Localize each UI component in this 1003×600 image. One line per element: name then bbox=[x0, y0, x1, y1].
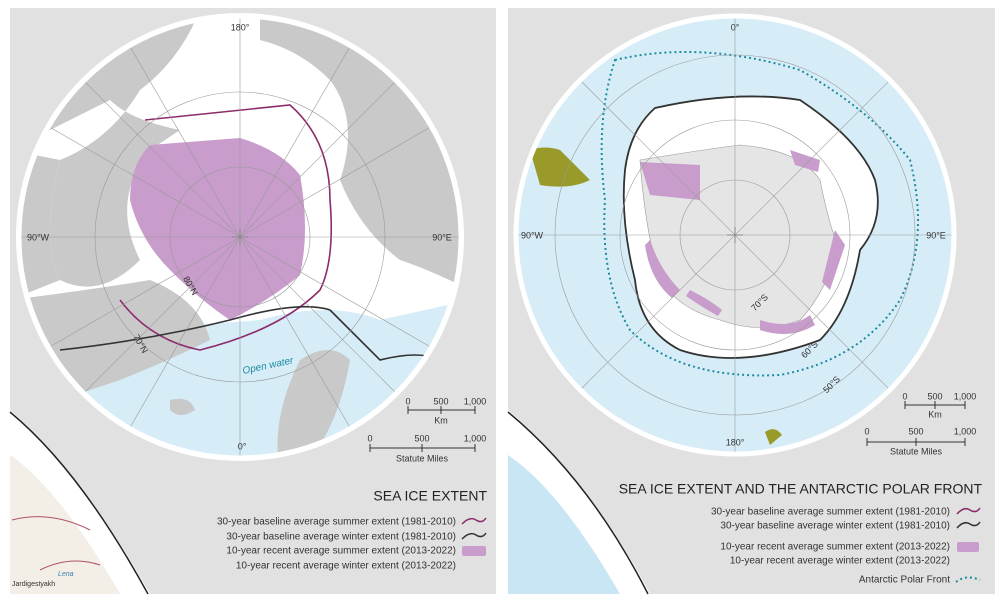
map-title: SEA ICE EXTENT AND THE ANTARCTIC POLAR F… bbox=[619, 481, 983, 497]
scale-label: 500 bbox=[927, 391, 942, 401]
scale-label: 0 bbox=[405, 396, 410, 406]
scale-label: 0 bbox=[367, 433, 372, 443]
graticule-label: 90°W bbox=[27, 232, 50, 242]
scale-label: 0 bbox=[902, 391, 907, 401]
arctic-panel: Lena Jardigestyakh 180° 90°W 90°E 0° 80°… bbox=[9, 8, 496, 595]
legend-label: Antarctic Polar Front bbox=[859, 575, 950, 586]
legend-label: 30-year baseline average summer extent (… bbox=[711, 507, 950, 518]
place-label: Jardigestyakh bbox=[12, 581, 55, 588]
scale-label: 1,000 bbox=[464, 433, 487, 443]
legend-label: 10-year recent average winter extent (20… bbox=[236, 561, 456, 572]
scale-unit: Km bbox=[928, 409, 942, 419]
legend-label: 10-year recent average winter extent (20… bbox=[730, 556, 950, 567]
scale-label: 500 bbox=[908, 426, 923, 436]
river-label: Lena bbox=[58, 571, 74, 578]
antarctic-panel: 0° 90°W 90°E 180° 70°S 60°S 50°S 0 500 1… bbox=[507, 8, 995, 595]
scale-label: 1,000 bbox=[954, 426, 977, 436]
legend-label: 10-year recent average summer extent (20… bbox=[226, 546, 456, 557]
scale-label: 1,000 bbox=[464, 396, 487, 406]
graticule-label: 180° bbox=[726, 437, 745, 447]
graticule-label: 0° bbox=[238, 441, 247, 451]
legend-label: 10-year recent average summer extent (20… bbox=[720, 542, 950, 553]
scale-unit: Statute Miles bbox=[396, 453, 449, 463]
scale-label: 0 bbox=[864, 426, 869, 436]
scale-label: 1,000 bbox=[954, 391, 977, 401]
graticule-label: 90°E bbox=[432, 232, 452, 242]
legend-label: 30-year baseline average winter extent (… bbox=[720, 521, 950, 532]
scale-bar bbox=[866, 401, 966, 446]
summer-recent bbox=[130, 138, 305, 320]
graticule-label: 0° bbox=[731, 22, 740, 32]
scale-bar bbox=[369, 406, 476, 452]
legend-label: 30-year baseline average winter extent (… bbox=[226, 532, 456, 543]
graticule-label: 90°W bbox=[521, 230, 544, 240]
corner-land bbox=[10, 455, 120, 594]
scale-label: 500 bbox=[414, 433, 429, 443]
map-title: SEA ICE EXTENT bbox=[373, 488, 487, 504]
antarctic-map bbox=[518, 18, 952, 452]
legend-label: 30-year baseline average summer extent (… bbox=[217, 517, 456, 528]
scale-unit: Km bbox=[434, 415, 448, 425]
graticule-label: 180° bbox=[231, 22, 250, 32]
graticule-label: 90°E bbox=[926, 230, 946, 240]
scale-unit: Statute Miles bbox=[890, 446, 943, 456]
scale-label: 500 bbox=[433, 396, 448, 406]
corner-band bbox=[10, 410, 150, 594]
